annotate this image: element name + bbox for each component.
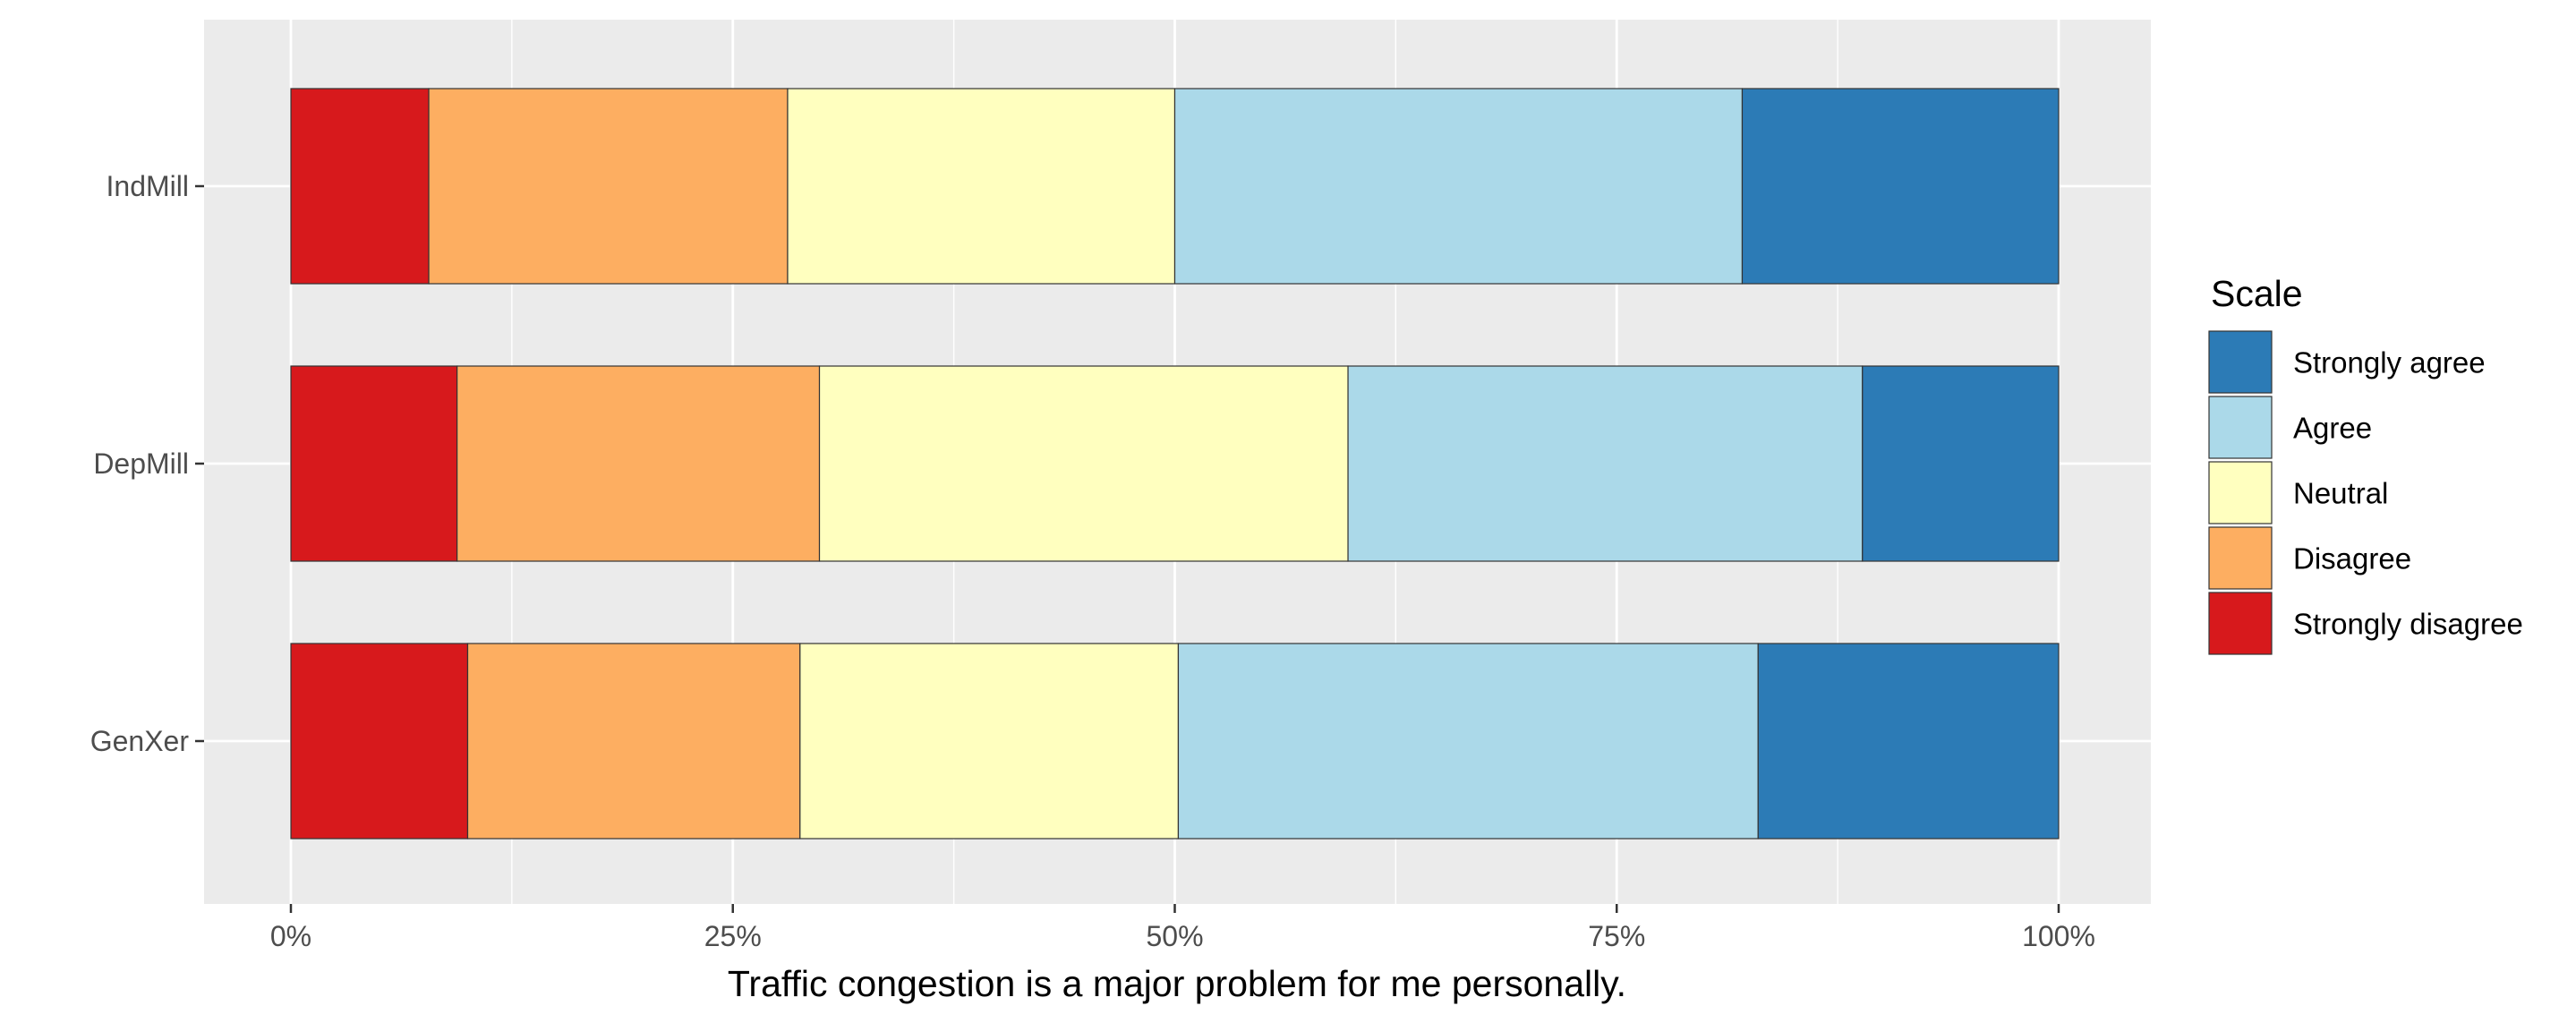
bar-segment [290, 365, 458, 562]
x-tick-label: 25% [704, 920, 762, 952]
x-tick-label: 100% [2022, 920, 2095, 952]
y-tick-label: IndMill [107, 170, 189, 202]
bar-segment [1173, 88, 1744, 285]
y-axis: GenXer DepMill IndMill [90, 170, 204, 757]
bar-segment [428, 88, 789, 285]
legend-key [2208, 592, 2273, 655]
legend-items: Strongly agree Agree Neutral Disagree Strong… [2208, 330, 2523, 655]
bar-segment [1741, 88, 2060, 285]
legend-label: Strongly disagree [2293, 608, 2523, 641]
bar-segment [818, 365, 1349, 562]
bar-segment [1347, 365, 1864, 562]
legend-key [2208, 461, 2273, 524]
legend-label: Agree [2293, 412, 2372, 445]
legend: Scale Strongly agree Agree Neutral Disagree… [2208, 273, 2523, 655]
legend-title: Scale [2211, 273, 2303, 314]
bar-segment [787, 88, 1176, 285]
bar-segment [456, 365, 821, 562]
x-axis: 0% 25% 50% 75% 100% [270, 904, 2095, 952]
x-tick-label: 50% [1146, 920, 1203, 952]
bars [290, 88, 2060, 840]
bar-segment [290, 643, 469, 840]
y-tick-label: GenXer [90, 725, 190, 757]
bar-segment [1177, 643, 1759, 840]
bar-segment [799, 643, 1180, 840]
legend-key [2208, 396, 2273, 459]
legend-key [2208, 330, 2273, 394]
y-tick-label: DepMill [93, 448, 189, 480]
x-tick-label: 75% [1588, 920, 1645, 952]
bar-segment [466, 643, 801, 840]
legend-key [2208, 526, 2273, 590]
bar-segment [1862, 365, 2060, 562]
x-axis-title: Traffic congestion is a major problem fo… [728, 963, 1626, 1004]
bar-segment [290, 88, 430, 285]
legend-label: Neutral [2293, 477, 2388, 510]
legend-label: Disagree [2293, 542, 2411, 575]
legend-label: Strongly agree [2293, 346, 2486, 379]
bar-segment [1757, 643, 2060, 840]
x-tick-label: 0% [270, 920, 311, 952]
